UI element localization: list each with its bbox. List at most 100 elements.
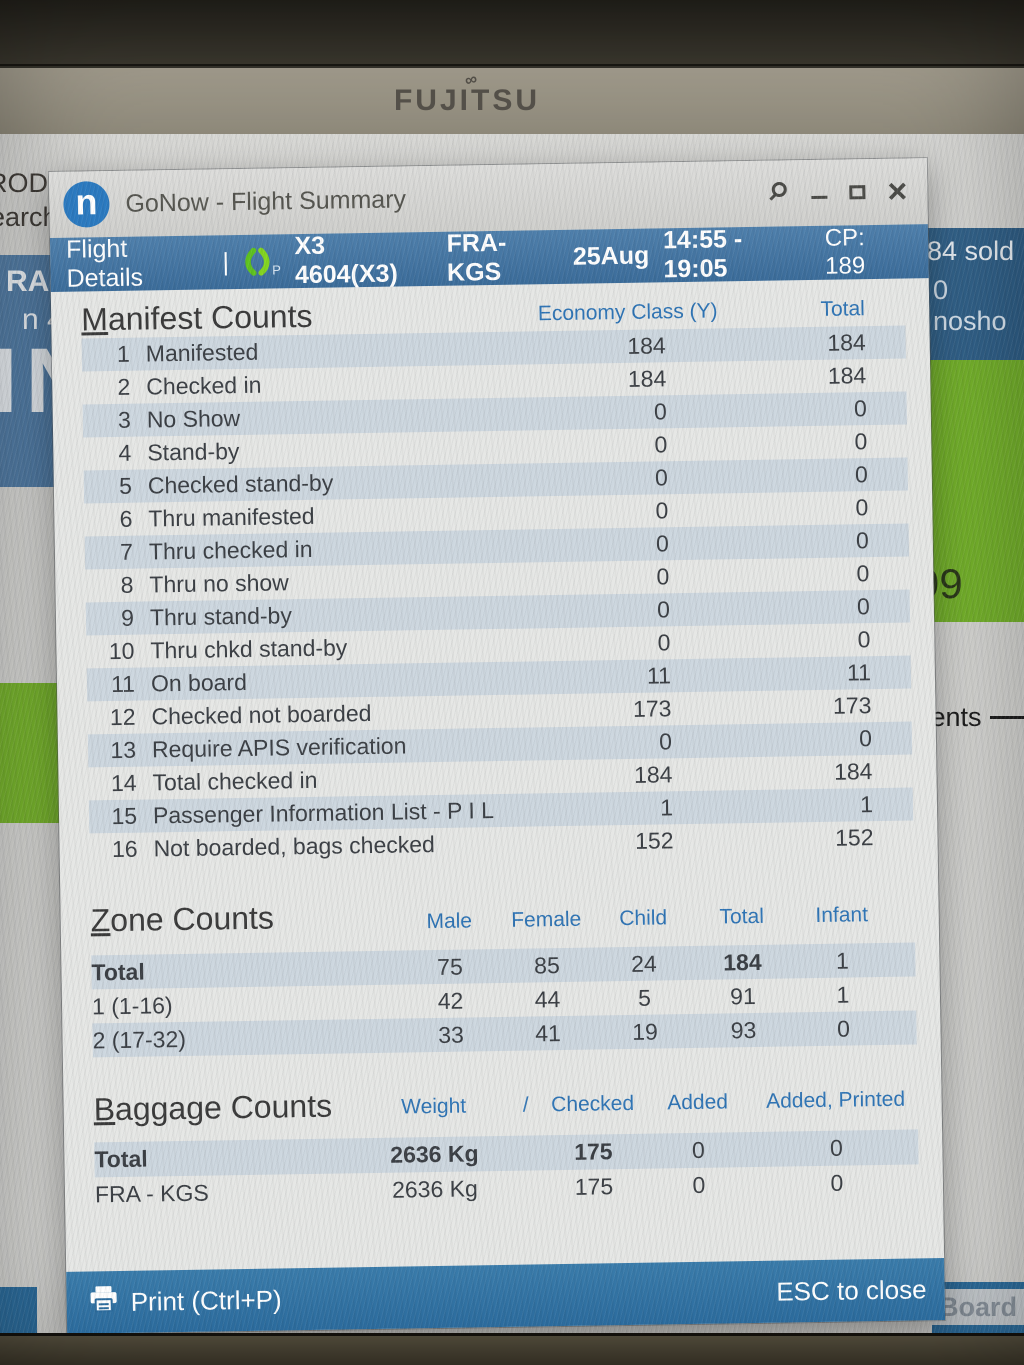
flight-route: FRA-KGS [446,228,507,287]
male-value: 42 [437,987,464,1014]
infant-value: 1 [836,980,850,1008]
female-value: 44 [534,985,561,1012]
row-label: Not boarded, bags checked [153,830,436,862]
row-label: On board [150,668,248,697]
male-value: 75 [436,953,463,980]
screen: ROD9 earch RA-K n 42 IN 184 sold 0 nosho… [0,134,1024,1333]
row-label: No Show [146,404,241,433]
row-num: 1 [116,340,130,367]
dialog-titlebar[interactable]: n GoNow - Flight Summary × [48,158,928,238]
row-label: 1 (1-16) [91,991,173,1019]
checked-value: 175 [573,1138,613,1165]
dialog-body: Manifest Counts Economy Class (Y) Total … [51,278,944,1272]
total-column-header: Total [820,297,866,321]
gonow-logo-icon: n [63,181,110,228]
row-num: 9 [120,604,135,631]
row-num: 5 [118,472,133,499]
close-icon[interactable]: × [887,172,908,211]
noshow-count: 0 nosho [933,275,1007,336]
bg-left-green-block [0,683,63,823]
added-value: 0 [692,1171,706,1198]
row-label: Thru stand-by [149,602,293,631]
row-economy: 0 [654,464,669,491]
row-economy: 184 [627,332,666,359]
row-num: 16 [111,835,138,863]
zone-counts-title: Zone Counts [90,899,275,939]
row-economy: 1 [659,794,674,821]
total-value: 91 [729,982,756,1009]
row-label: Checked stand-by [147,469,334,499]
row-total: 184 [833,758,873,785]
added-value: 0 [691,1136,705,1163]
row-label: Thru manifested [148,502,315,532]
row-label: Thru checked in [148,535,313,565]
infant-value: 0 [836,1014,851,1042]
row-total: 152 [834,824,874,851]
row-num: 7 [119,538,134,565]
checked-value: 175 [574,1173,614,1200]
row-total: 0 [853,395,867,422]
row-total: 0 [855,494,869,521]
total-column-header: Total [719,904,765,929]
weight-column-header: Weight [400,1094,467,1119]
minimize-icon[interactable] [811,195,828,199]
row-economy: 0 [655,497,669,524]
added-column-header: Added [667,1090,729,1115]
flight-bar-separator: | [222,247,230,276]
print-button[interactable]: Print (Ctrl+P) [88,1282,282,1320]
row-economy: 173 [632,695,672,722]
row-num: 4 [118,439,132,466]
child-value: 24 [630,950,657,977]
board-button[interactable]: Board [932,1282,1024,1333]
female-column-header: Female [511,907,582,932]
row-economy: 0 [653,398,667,425]
monitor-bezel-face: ∞ FUJITSU [0,68,1024,134]
child-column-header: Child [619,906,668,931]
row-num: 11 [110,670,136,698]
row-total: 0 [855,527,870,554]
row-label: Total [91,958,145,985]
row-total: 173 [832,692,872,719]
female-value: 85 [533,951,560,978]
male-column-header: Male [426,909,473,934]
weight-value: 2636 Kg [391,1175,478,1203]
row-label: FRA - KGS [94,1179,209,1208]
row-total: 184 [827,362,867,389]
row-economy: 0 [658,728,673,755]
row-economy: 11 [646,662,672,689]
airline-logo-sub: P [272,262,281,278]
pin-icon[interactable] [767,180,789,207]
row-total: 1 [859,791,874,818]
row-num: 2 [117,373,131,400]
row-label: 2 (17-32) [92,1025,187,1053]
row-label: Thru no show [149,569,289,598]
child-value: 5 [637,984,652,1011]
row-num: 15 [111,802,138,830]
print-button-label: Print (Ctrl+P) [130,1283,282,1317]
monitor-bezel-top [0,0,1024,66]
added-printed-value: 0 [829,1134,843,1161]
row-total: 11 [846,659,872,686]
row-label: Thru chkd stand-by [150,634,348,664]
infant-column-header: Infant [815,903,869,928]
row-total: 184 [827,329,866,356]
added-printed-value: 0 [830,1169,844,1196]
row-total: 0 [856,560,870,587]
row-num: 10 [108,637,135,665]
dialog-title: GoNow - Flight Summary [125,184,407,218]
female-value: 41 [535,1019,562,1046]
flight-details-bar: Flight Details | P X3 4604(X3) FRA-KGS 2… [49,224,929,293]
row-economy: 152 [634,827,674,854]
airline-logo-icon: P [243,245,281,278]
maximize-icon[interactable] [849,185,866,200]
economy-column-header: Economy Class (Y) [537,299,718,326]
row-total: 0 [858,725,873,752]
flight-number: X3 4604(X3) [294,231,399,290]
row-total: 0 [856,593,871,620]
row-num: 14 [110,769,137,797]
weight-value: 2636 Kg [390,1140,479,1168]
esc-to-close-hint: ESC to close [776,1273,927,1307]
printer-icon [88,1285,119,1320]
monitor-bezel-bottom [0,1333,1024,1365]
